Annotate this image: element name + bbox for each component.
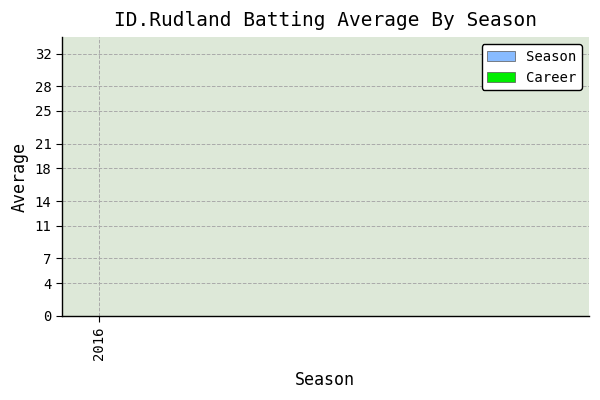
Legend: Season, Career: Season, Career — [482, 44, 582, 90]
Title: ID.Rudland Batting Average By Season: ID.Rudland Batting Average By Season — [114, 11, 537, 30]
X-axis label: Season: Season — [295, 371, 355, 389]
Y-axis label: Average: Average — [11, 142, 29, 212]
